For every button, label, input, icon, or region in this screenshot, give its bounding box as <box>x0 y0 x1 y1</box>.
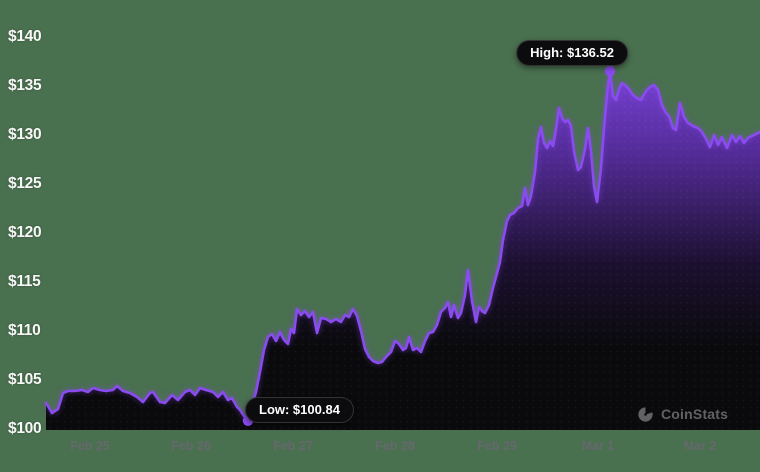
y-axis-label: $100 <box>8 420 42 437</box>
watermark-label: CoinStats <box>661 406 729 422</box>
x-axis-label: Feb 25 <box>70 439 110 453</box>
high-tooltip-label: High: $136.52 <box>530 45 614 61</box>
y-axis-label: $125 <box>8 175 42 192</box>
y-axis-label: $135 <box>8 77 42 94</box>
high-tooltip: High: $136.52 <box>516 40 628 67</box>
watermark: CoinStats <box>636 404 728 424</box>
x-axis-label: Feb 27 <box>273 439 313 453</box>
x-axis-label: Feb 29 <box>477 439 517 453</box>
price-line <box>44 69 760 423</box>
x-axis-label: Feb 26 <box>171 439 211 453</box>
x-axis-label: Mar 1 <box>581 439 615 453</box>
x-axis-label: Feb 28 <box>375 439 415 453</box>
y-axis-label: $115 <box>8 273 41 290</box>
x-axis-label: Mar 2 <box>683 439 717 453</box>
low-tooltip-label: Low: $100.84 <box>259 401 340 417</box>
low-tooltip: Low: $100.84 <box>245 396 354 423</box>
y-axis-label: $120 <box>8 224 42 241</box>
coinstats-logo-icon <box>638 406 653 422</box>
high-marker-dot <box>604 65 616 77</box>
y-axis-label: $130 <box>8 126 42 143</box>
y-axis-label: $105 <box>8 371 42 388</box>
y-axis-label: $140 <box>8 28 42 45</box>
y-axis-label: $110 <box>8 322 41 339</box>
area-dot-texture <box>46 71 760 430</box>
